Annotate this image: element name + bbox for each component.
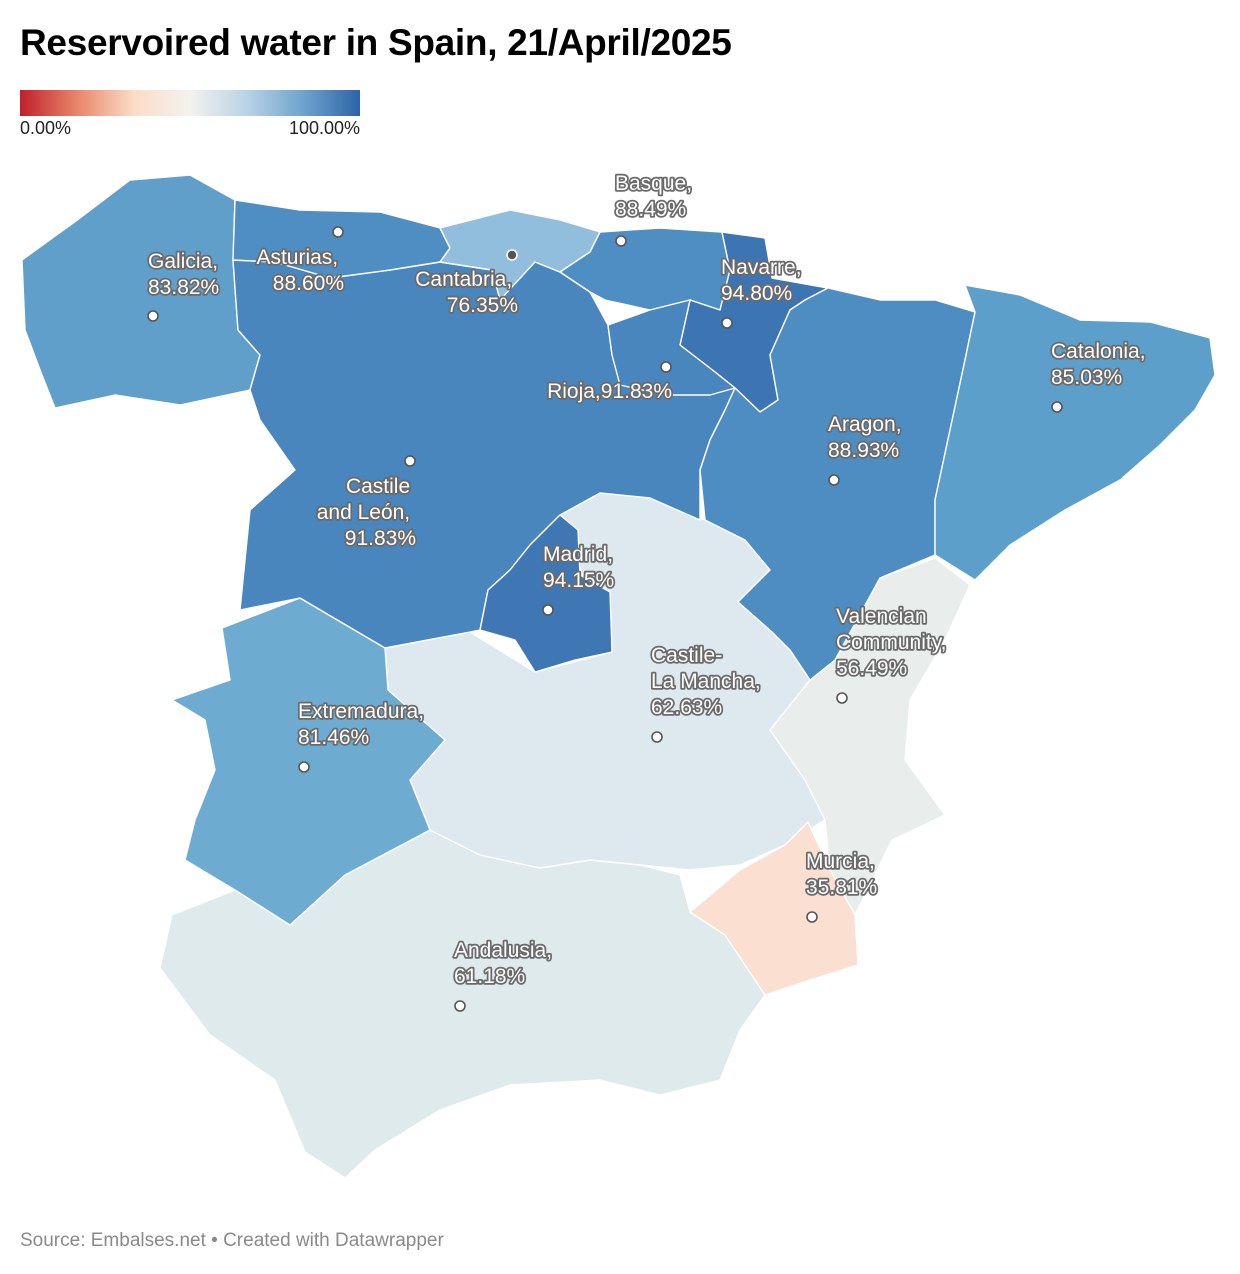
legend-labels: 0.00% 100.00% (20, 116, 360, 138)
label-valencian-community: Valencian Community, 56.49% (836, 605, 952, 680)
label-cantabria: Cantabria, 76.35% (415, 268, 518, 317)
map-marker-castile-and-leon[interactable] (404, 455, 416, 467)
label-murcia: Murcia, 35.81% (806, 850, 881, 899)
map-marker-valencian-community[interactable] (836, 692, 848, 704)
label-castile-la-mancha: Castile- La Mancha, 62.63% (651, 644, 767, 719)
region-murcia[interactable] (689, 821, 859, 996)
map-marker-aragon[interactable] (828, 474, 840, 486)
map-marker-galicia[interactable] (147, 310, 159, 322)
region-madrid[interactable] (479, 514, 613, 673)
region-valencian-community[interactable] (769, 557, 971, 916)
label-aragon: Aragon, 88.93% (828, 413, 907, 462)
label-andalusia: Andalusia, 61.18% (454, 939, 558, 988)
label-rioja: Rioja,91.83% (547, 380, 672, 403)
label-castile-and-leon: Castile and León, 91.83% (317, 475, 416, 550)
region-galicia[interactable] (21, 174, 261, 409)
label-navarre: Navarre, 94.80% (721, 256, 807, 305)
label-asturias: Asturias, 88.60% (256, 246, 344, 295)
region-extremadura[interactable] (171, 597, 446, 926)
map-marker-murcia[interactable] (806, 911, 818, 923)
label-basque: Basque, 88.49% (615, 172, 698, 221)
map-marker-madrid[interactable] (542, 604, 554, 616)
map-marker-basque[interactable] (615, 235, 627, 247)
legend-max-label: 100.00% (288, 118, 360, 138)
region-cantabria[interactable] (439, 209, 601, 301)
map-marker-rioja[interactable] (660, 361, 672, 373)
region-catalonia[interactable] (934, 284, 1216, 581)
regions-layer (21, 174, 1216, 1179)
map-marker-castile-la-mancha[interactable] (651, 731, 663, 743)
map-marker-catalonia[interactable] (1051, 401, 1063, 413)
label-galicia: Galicia, 83.82% (148, 250, 224, 299)
map-marker-extremadura[interactable] (298, 761, 310, 773)
map-marker-andalusia[interactable] (454, 1000, 466, 1012)
label-madrid: Madrid, 94.15% (543, 543, 619, 592)
chart-title: Reservoired water in Spain, 21/April/202… (20, 22, 732, 63)
legend-gradient-bar (20, 90, 360, 116)
label-catalonia: Catalonia, 85.03% (1051, 340, 1151, 389)
legend-min-label: 0.00% (20, 118, 72, 138)
map-marker-cantabria[interactable] (506, 249, 518, 261)
color-legend: 0.00% 100.00% (20, 90, 360, 138)
map-marker-asturias[interactable] (332, 226, 344, 238)
source-footer: Source: Embalses.net • Created with Data… (20, 1230, 444, 1251)
map-marker-navarre[interactable] (721, 317, 733, 329)
markers-layer (147, 226, 1063, 1012)
labels-layer: Galicia, 83.82% Asturias, 88.60% Cantabr… (146, 170, 1151, 990)
label-extremadura: Extremadura, 81.46% (298, 700, 430, 749)
